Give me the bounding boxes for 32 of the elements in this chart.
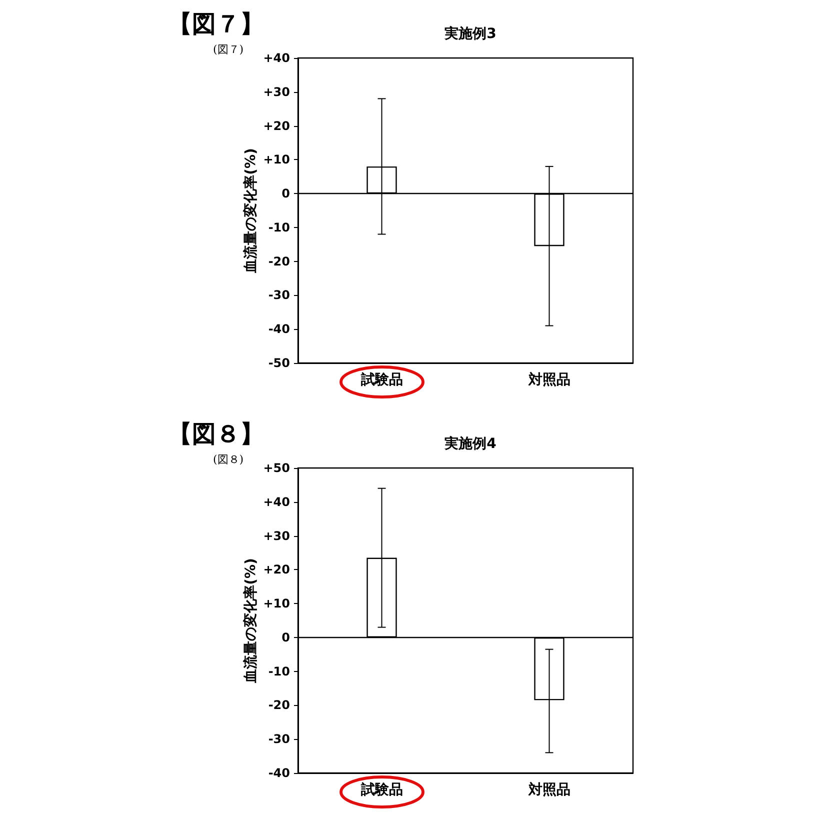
chart-title: 実施例3: [444, 25, 496, 42]
x-tick-label: 対照品: [527, 781, 570, 798]
y-tick-label: +40: [263, 494, 290, 509]
y-tick-label: 0: [282, 186, 290, 201]
y-tick-label: +50: [263, 461, 290, 475]
x-tick-label: 試験品: [360, 371, 403, 388]
y-tick-label: -20: [268, 254, 290, 268]
y-axis-title: 血流量の変化率(%): [242, 558, 259, 684]
text: (図８): [213, 452, 244, 467]
y-tick-label: -40: [268, 322, 290, 336]
text: 【図７】: [168, 8, 264, 40]
x-tick-label: 試験品: [360, 781, 403, 798]
y-tick-label: 0: [282, 630, 290, 644]
y-axis-title: 血流量の変化率(%): [242, 148, 259, 274]
y-tick-label: -30: [268, 288, 290, 302]
x-tick-label: 対照品: [527, 371, 570, 388]
y-tick-label: +20: [263, 118, 290, 133]
y-tick-label: -50: [268, 356, 290, 370]
y-tick-label: +10: [263, 596, 290, 611]
text: 【図８】: [168, 418, 264, 450]
y-tick-label: -10: [268, 664, 290, 678]
y-tick-label: -30: [268, 732, 290, 746]
y-tick-label: -40: [268, 766, 290, 780]
chart-title: 実施例4: [444, 435, 497, 452]
y-tick-label: +20: [263, 562, 290, 577]
text: (図７): [213, 42, 244, 57]
y-tick-label: -20: [268, 698, 290, 712]
y-tick-label: +30: [263, 84, 290, 99]
y-tick-label: +30: [263, 528, 290, 543]
y-tick-label: -10: [268, 220, 290, 234]
y-tick-label: +40: [263, 51, 290, 65]
y-tick-label: +10: [263, 152, 290, 167]
